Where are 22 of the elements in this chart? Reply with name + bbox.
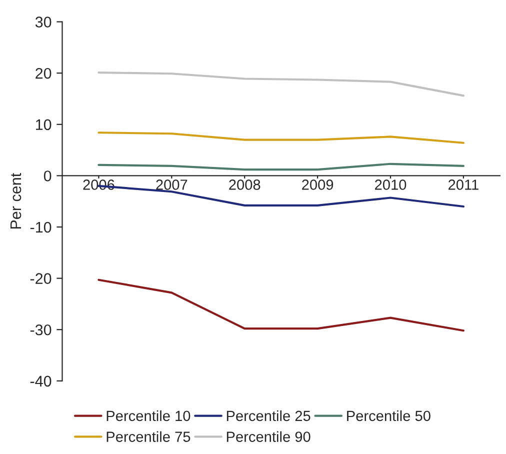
- y-tick-label: -10: [30, 222, 52, 233]
- y-tick-label: -20: [30, 273, 52, 284]
- line-series: [98, 132, 464, 144]
- y-axis-title: Per cent: [10, 173, 22, 229]
- y-tick-label: 20: [36, 68, 52, 79]
- x-tick-label: 2009: [302, 180, 334, 190]
- y-tick-label: -40: [30, 376, 52, 387]
- legend-label: Percentile 50: [347, 410, 430, 422]
- y-tick-label: -30: [30, 324, 52, 336]
- x-tick-label: 2010: [375, 180, 406, 190]
- legend-label: Percentile 90: [226, 431, 310, 442]
- legend-label: Percentile 10: [106, 410, 190, 422]
- legend-label: Percentile 75: [106, 431, 190, 442]
- x-tick-label: 2007: [156, 180, 188, 190]
- y-tick-label: 0: [44, 170, 52, 182]
- x-tick-label: 2008: [229, 180, 260, 190]
- y-tick-label: 30: [35, 16, 52, 28]
- line-series: [98, 278, 464, 332]
- line-series: [98, 72, 464, 97]
- legend-label: Percentile 25: [226, 410, 310, 422]
- y-tick-label: 10: [36, 119, 52, 130]
- x-tick-label: 2011: [448, 180, 478, 190]
